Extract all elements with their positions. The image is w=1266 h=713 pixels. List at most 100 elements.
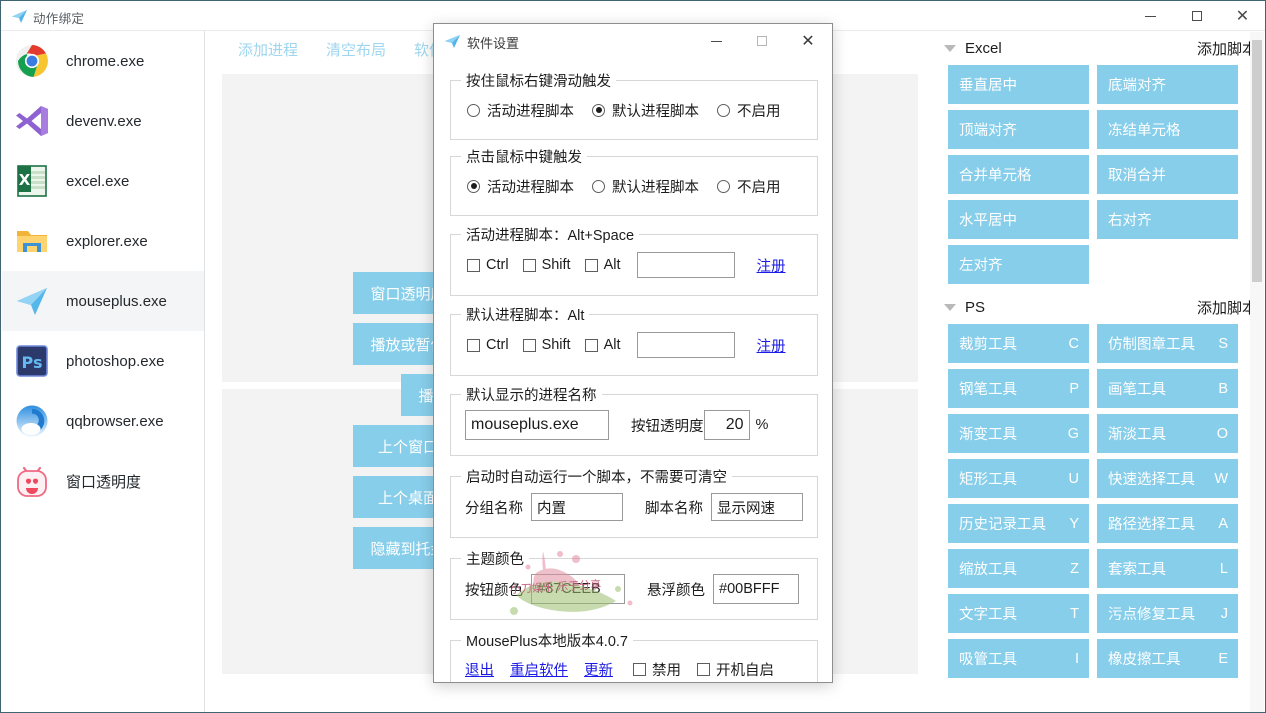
sidebar-item-chrome[interactable]: chrome.exe — [2, 31, 204, 91]
sidebar-item-qqbrowser[interactable]: qqbrowser.exe — [2, 391, 204, 451]
dialog-maximize-button[interactable] — [739, 24, 785, 58]
radio-middle-click-disabled[interactable]: 不启用 — [717, 176, 781, 197]
script-label: 裁剪工具 — [959, 337, 1017, 353]
script-button[interactable]: 仿制图章工具 S — [1097, 324, 1238, 363]
script-button[interactable]: 橡皮擦工具 E — [1097, 639, 1238, 678]
script-label: 冻结单元格 — [1108, 123, 1181, 139]
sidebar-item-devenv[interactable]: devenv.exe — [2, 91, 204, 151]
script-panel: Excel 添加脚本 垂直居中 底端对齐 顶端对齐 冻结单元格 合并单元格 取消… — [934, 31, 1265, 712]
radio-right-drag-default[interactable]: 默认进程脚本 — [592, 100, 699, 121]
fieldset-default-process-name: 默认显示的进程名称 按钮透明度 % — [450, 384, 818, 456]
register-default-link[interactable]: 注册 — [756, 338, 786, 355]
hover-color-input[interactable] — [713, 574, 799, 604]
script-label: 画笔工具 — [1108, 382, 1166, 398]
script-button[interactable]: 垂直居中 — [948, 65, 1089, 104]
script-button[interactable]: 右对齐 — [1097, 200, 1238, 239]
script-button[interactable]: 裁剪工具 C — [948, 324, 1089, 363]
dialog-close-button[interactable]: ✕ — [801, 31, 815, 50]
radio-right-drag-disabled[interactable]: 不启用 — [717, 100, 781, 121]
clear-layout-button[interactable]: 清空布局 — [326, 41, 387, 59]
script-button[interactable]: 取消合并 — [1097, 155, 1238, 194]
add-script-button[interactable]: 添加脚本 — [1196, 40, 1257, 58]
scrollbar-thumb[interactable] — [1252, 40, 1262, 282]
script-label: 左对齐 — [959, 258, 1003, 274]
sidebar-item-excel[interactable]: X excel.exe — [2, 151, 204, 211]
minimize-button[interactable] — [1128, 1, 1173, 31]
active-hotkey-input[interactable] — [636, 252, 735, 278]
sidebar-item-explorer[interactable]: explorer.exe — [2, 211, 204, 271]
checkbox-label: Alt — [603, 337, 621, 353]
script-button[interactable]: 文字工具 T — [948, 594, 1089, 633]
fieldset-autorun-script: 启动时自动运行一个脚本，不需要可清空 分组名称 脚本名称 — [450, 466, 818, 538]
script-key: O — [1216, 425, 1228, 442]
script-button[interactable]: 顶端对齐 — [948, 110, 1089, 149]
chevron-down-icon[interactable] — [944, 303, 956, 311]
close-button[interactable]: ✕ — [1235, 6, 1250, 25]
group-name: Excel — [965, 39, 1002, 57]
sidebar-item-photoshop[interactable]: Ps photoshop.exe — [2, 331, 204, 391]
checkbox-default-ctrl[interactable]: Ctrl — [467, 337, 509, 353]
chevron-down-icon[interactable] — [944, 44, 956, 52]
radio-middle-click-active[interactable]: 活动进程脚本 — [467, 176, 574, 197]
default-hotkey-input[interactable] — [636, 332, 735, 358]
dialog-title: 软件设置 — [467, 36, 520, 51]
script-button[interactable]: 渐变工具 G — [948, 414, 1089, 453]
script-key: C — [1068, 335, 1079, 352]
checkbox-autostart[interactable]: 开机自启 — [697, 659, 774, 680]
sidebar-item-mouseplus[interactable]: mouseplus.exe — [2, 271, 204, 331]
process-sidebar[interactable]: chrome.exe devenv.exe — [2, 31, 205, 712]
script-button[interactable]: 套索工具 L — [1097, 549, 1238, 588]
maximize-button[interactable] — [1174, 1, 1219, 31]
checkbox-default-shift[interactable]: Shift — [522, 337, 571, 353]
checkbox-default-alt[interactable]: Alt — [584, 337, 621, 353]
sidebar-item-window-opacity[interactable]: 窗口透明度 — [2, 451, 204, 511]
script-button[interactable]: 水平居中 — [948, 200, 1089, 239]
update-link[interactable]: 更新 — [584, 662, 613, 679]
script-button[interactable]: 冻结单元格 — [1097, 110, 1238, 149]
radio-middle-click-default[interactable]: 默认进程脚本 — [592, 176, 699, 197]
button-color-input[interactable] — [531, 574, 625, 604]
svg-text:Ps: Ps — [22, 353, 43, 372]
dialog-minimize-button[interactable] — [693, 24, 739, 58]
opacity-input[interactable] — [703, 410, 750, 440]
add-script-button[interactable]: 添加脚本 — [1196, 299, 1257, 317]
script-button[interactable]: 合并单元格 — [948, 155, 1089, 194]
register-active-link[interactable]: 注册 — [756, 258, 786, 275]
fieldset-default-process-hotkey: 默认进程脚本：Alt Ctrl Shift Alt 注册 — [450, 304, 818, 376]
script-button[interactable]: 污点修复工具 J — [1097, 594, 1238, 633]
add-process-button[interactable]: 添加进程 — [238, 41, 299, 59]
right-panel-scrollbar[interactable] — [1250, 32, 1264, 712]
script-button[interactable]: 画笔工具 B — [1097, 369, 1238, 408]
checkbox-active-alt[interactable]: Alt — [584, 257, 621, 273]
group-header-ps[interactable]: PS 添加脚本 — [934, 290, 1265, 324]
script-button[interactable]: 钢笔工具 P — [948, 369, 1089, 408]
script-button[interactable]: 矩形工具 U — [948, 459, 1089, 498]
version-label: MousePlus本地版本4.0.7 — [461, 630, 633, 651]
fieldset-theme-color: 主题颜色 按钮颜色 悬浮颜色 — [450, 548, 818, 620]
group-header-excel[interactable]: Excel 添加脚本 — [934, 31, 1265, 65]
restart-link[interactable]: 重启软件 — [510, 662, 568, 679]
checkbox-active-ctrl[interactable]: Ctrl — [467, 257, 509, 273]
script-label: 缩放工具 — [959, 562, 1017, 578]
visualstudio-icon — [14, 103, 50, 139]
script-button[interactable]: 快速选择工具 W — [1097, 459, 1238, 498]
default-process-input[interactable] — [465, 410, 609, 440]
autorun-script-input[interactable] — [711, 493, 803, 521]
script-button[interactable]: 缩放工具 Z — [948, 549, 1089, 588]
sidebar-item-label: excel.exe — [66, 172, 130, 190]
radio-right-drag-active[interactable]: 活动进程脚本 — [467, 100, 574, 121]
script-button[interactable]: 左对齐 — [948, 245, 1089, 284]
exit-link[interactable]: 退出 — [465, 662, 494, 679]
radio-label: 活动进程脚本 — [487, 179, 574, 196]
checkbox-active-shift[interactable]: Shift — [522, 257, 571, 273]
checkbox-disable[interactable]: 禁用 — [633, 659, 681, 680]
script-key: W — [1214, 470, 1228, 487]
script-button[interactable]: 渐淡工具 O — [1097, 414, 1238, 453]
script-button[interactable]: 吸管工具 I — [948, 639, 1089, 678]
script-button[interactable]: 底端对齐 — [1097, 65, 1238, 104]
script-button[interactable]: 路径选择工具 A — [1097, 504, 1238, 543]
script-button[interactable]: 历史记录工具 Y — [948, 504, 1089, 543]
checkbox-label: Ctrl — [486, 337, 509, 353]
autorun-group-input[interactable] — [531, 493, 623, 521]
paper-plane-icon — [11, 8, 28, 25]
